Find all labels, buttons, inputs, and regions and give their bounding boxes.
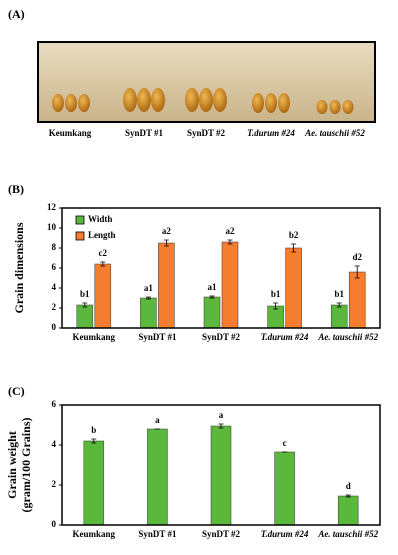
error-bar [82, 302, 88, 308]
y-axis-label: Grain dimensions [12, 222, 26, 313]
significance-label: b [91, 425, 96, 435]
y-tick-label: 4 [52, 282, 57, 292]
bar [76, 304, 94, 329]
y-tick-label: 4 [52, 439, 57, 449]
bar [348, 271, 366, 329]
y-tick-label: 12 [47, 202, 57, 212]
error-bar [227, 239, 233, 245]
error-bar [100, 261, 106, 267]
significance-label: b1 [271, 289, 281, 299]
significance-label: b1 [80, 289, 90, 299]
x-tick-label: Ae. tauschii #52 [317, 332, 378, 342]
bar [140, 297, 157, 329]
x-tick-label: Keumkang [73, 529, 116, 539]
bar [83, 440, 105, 526]
y-tick-label: 6 [52, 262, 57, 272]
x-tick-label: T.durum #24 [261, 332, 309, 342]
error-bar [354, 265, 360, 279]
error-bar [218, 423, 224, 429]
x-tick-label: SynDT #2 [202, 529, 241, 539]
y-tick-label: 0 [52, 322, 57, 332]
error-bar [163, 239, 169, 247]
significance-label: a [219, 410, 224, 420]
bar [210, 425, 232, 526]
bar [285, 247, 302, 329]
significance-label: a1 [144, 283, 154, 293]
y-tick-label: 0 [52, 519, 57, 529]
y-tick-label: 8 [52, 242, 57, 252]
photo-caption: T.durum #24 [247, 128, 295, 138]
significance-label: a2 [162, 226, 172, 236]
y-axis-label: Grain weight [5, 431, 19, 499]
legend-swatch [75, 215, 85, 225]
x-tick-label: T.durum #24 [261, 529, 309, 539]
significance-label: c [283, 438, 287, 448]
y-tick-label: 2 [52, 302, 57, 312]
error-bar [91, 438, 97, 444]
panel-label: (B) [8, 182, 24, 196]
legend-swatch [75, 231, 85, 241]
bar [147, 428, 168, 526]
photo-caption: Ae. tauschii #52 [304, 128, 365, 138]
photo-caption: Keumkang [49, 128, 92, 138]
bar [158, 242, 175, 329]
photo-caption: SynDT #2 [187, 128, 226, 138]
plot-frame [61, 207, 381, 329]
grains [52, 88, 354, 114]
bar [330, 304, 348, 329]
error-bar [291, 243, 297, 253]
bar [337, 495, 359, 526]
x-tick-label: SynDT #1 [138, 332, 177, 342]
bar [203, 296, 221, 329]
bar [221, 241, 239, 329]
photo-caption: SynDT #1 [125, 128, 164, 138]
significance-label: a2 [226, 226, 236, 236]
error-bar [336, 302, 342, 308]
legend-label: Length [88, 230, 116, 240]
error-bar [145, 296, 151, 300]
y-tick-label: 2 [52, 479, 57, 489]
bar [94, 263, 112, 329]
x-tick-label: SynDT #1 [138, 529, 177, 539]
error-bar [209, 295, 215, 299]
legend-label: Width [88, 214, 112, 224]
error-bar [273, 302, 279, 310]
significance-label: d [346, 481, 351, 491]
x-tick-label: Keumkang [73, 332, 116, 342]
y-tick-label: 6 [52, 399, 57, 409]
panel-label: (C) [8, 384, 25, 398]
panel-label: (A) [8, 7, 25, 21]
significance-label: a [155, 415, 160, 425]
plot-frame [61, 404, 381, 526]
x-tick-label: Ae. tauschii #52 [317, 529, 378, 539]
significance-label: c2 [99, 248, 108, 258]
significance-label: d2 [352, 252, 362, 262]
significance-label: b1 [334, 289, 344, 299]
error-bar [345, 494, 351, 498]
bar [274, 451, 295, 526]
significance-label: a1 [208, 282, 218, 292]
significance-label: b2 [289, 230, 299, 240]
x-tick-label: SynDT #2 [202, 332, 241, 342]
y-tick-label: 10 [47, 222, 57, 232]
y-axis-label: (gram/100 Grains) [19, 418, 33, 513]
